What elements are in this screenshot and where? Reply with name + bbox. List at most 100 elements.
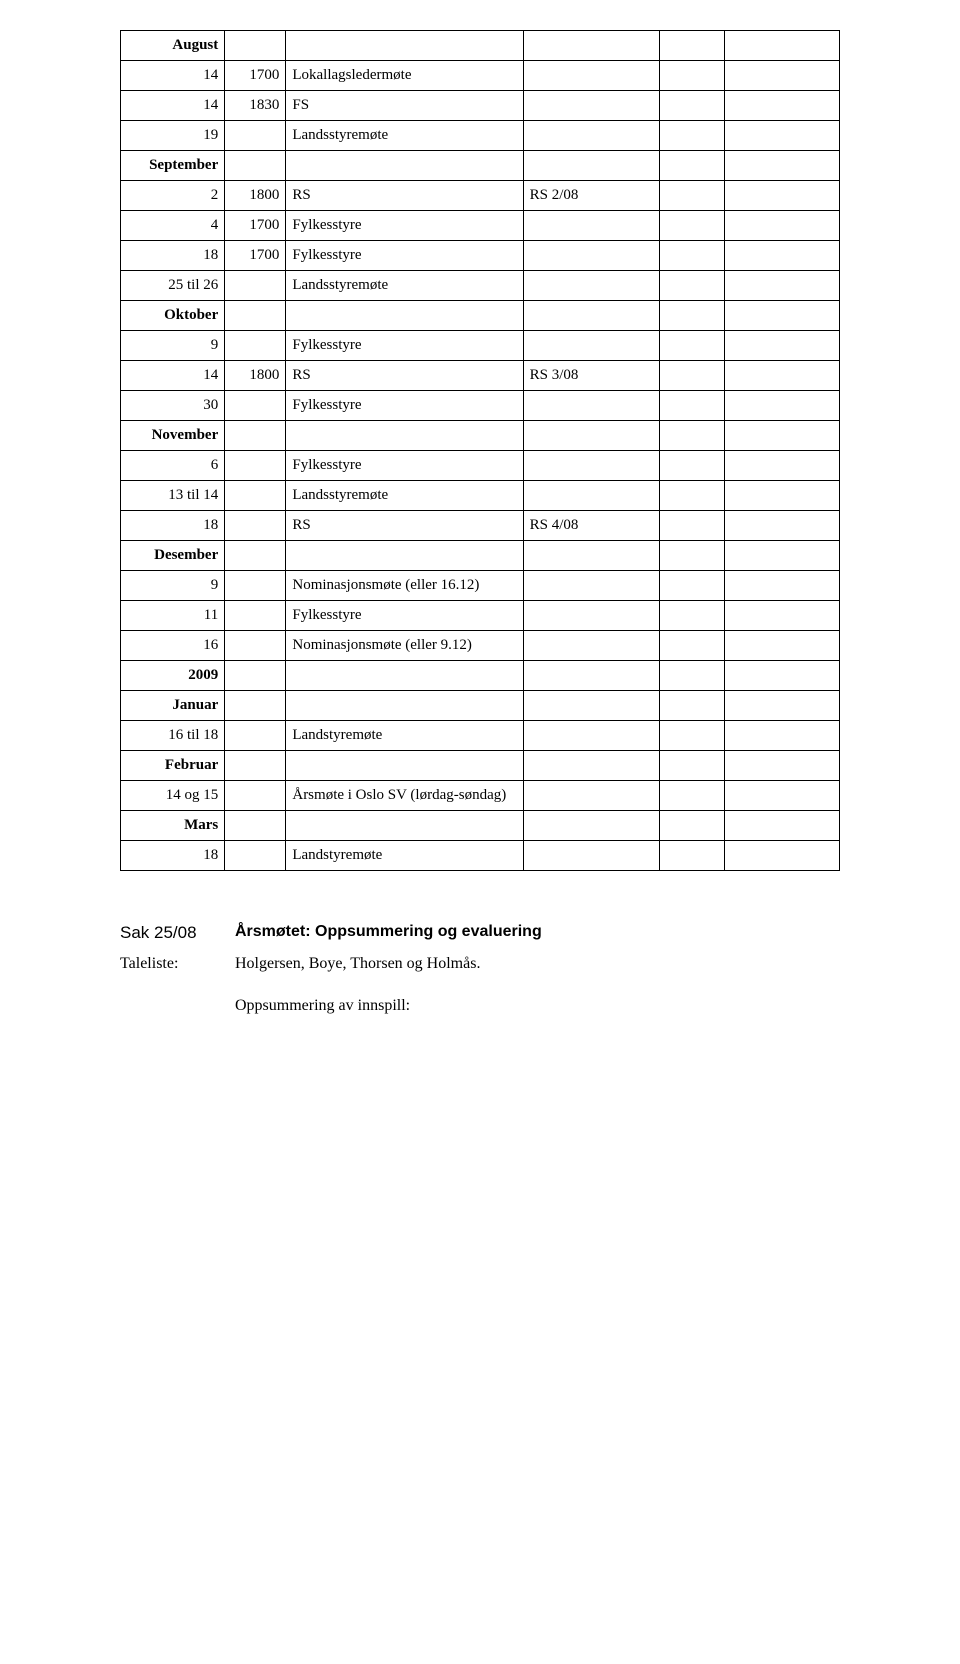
table-cell: [286, 301, 523, 331]
table-cell: Februar: [121, 751, 225, 781]
table-cell: RS 3/08: [523, 361, 660, 391]
table-cell: [523, 661, 660, 691]
table-cell: [225, 421, 286, 451]
table-row: 16Nominasjonsmøte (eller 9.12): [121, 631, 840, 661]
table-cell: [225, 721, 286, 751]
table-cell: [660, 511, 725, 541]
table-cell: [286, 541, 523, 571]
table-cell: 2009: [121, 661, 225, 691]
sak-title: Årsmøtet: Oppsummering og evaluering: [235, 921, 840, 945]
table-cell: [225, 751, 286, 781]
table-row: 141700Lokallagsledermøte: [121, 61, 840, 91]
table-row: 13 til 14Landsstyremøte: [121, 481, 840, 511]
table-cell: [660, 391, 725, 421]
table-cell: Oktober: [121, 301, 225, 331]
table-cell: Nominasjonsmøte (eller 9.12): [286, 631, 523, 661]
table-cell: [225, 661, 286, 691]
table-cell: Januar: [121, 691, 225, 721]
table-cell: [225, 541, 286, 571]
table-cell: [225, 151, 286, 181]
table-cell: [724, 121, 839, 151]
table-row: Oktober: [121, 301, 840, 331]
table-cell: [660, 571, 725, 601]
table-cell: Fylkesstyre: [286, 451, 523, 481]
table-cell: [660, 31, 725, 61]
table-cell: [660, 841, 725, 871]
table-cell: [724, 571, 839, 601]
table-row: 16 til 18Landstyremøte: [121, 721, 840, 751]
table-cell: 18: [121, 511, 225, 541]
table-cell: [523, 151, 660, 181]
table-cell: 1700: [225, 61, 286, 91]
table-row: 21800RSRS 2/08: [121, 181, 840, 211]
table-row: 30Fylkesstyre: [121, 391, 840, 421]
table-cell: [660, 211, 725, 241]
table-cell: RS: [286, 511, 523, 541]
table-cell: [724, 211, 839, 241]
table-cell: [660, 151, 725, 181]
table-cell: [724, 721, 839, 751]
table-cell: 14 og 15: [121, 781, 225, 811]
table-cell: Fylkesstyre: [286, 601, 523, 631]
spacer: [120, 995, 235, 1017]
table-cell: [523, 271, 660, 301]
table-cell: [724, 481, 839, 511]
table-cell: 14: [121, 91, 225, 121]
table-cell: [225, 631, 286, 661]
table-cell: Landsstyremøte: [286, 271, 523, 301]
table-cell: Årsmøte i Oslo SV (lørdag-søndag): [286, 781, 523, 811]
table-cell: FS: [286, 91, 523, 121]
table-cell: [523, 631, 660, 661]
table-cell: Landsstyremøte: [286, 481, 523, 511]
table-cell: [660, 91, 725, 121]
table-cell: Nominasjonsmøte (eller 16.12): [286, 571, 523, 601]
table-cell: [660, 451, 725, 481]
table-row: 18RSRS 4/08: [121, 511, 840, 541]
table-cell: [724, 31, 839, 61]
table-cell: 18: [121, 241, 225, 271]
table-cell: [523, 481, 660, 511]
table-cell: [225, 691, 286, 721]
table-cell: [225, 571, 286, 601]
table-row: Februar: [121, 751, 840, 781]
table-cell: [225, 601, 286, 631]
table-cell: [724, 451, 839, 481]
table-cell: [225, 31, 286, 61]
table-row: 11Fylkesstyre: [121, 601, 840, 631]
table-cell: Landstyremøte: [286, 721, 523, 751]
table-cell: [724, 91, 839, 121]
table-cell: [660, 631, 725, 661]
table-cell: [225, 271, 286, 301]
table-cell: 1830: [225, 91, 286, 121]
table-cell: [660, 781, 725, 811]
table-row: Desember: [121, 541, 840, 571]
table-cell: [225, 391, 286, 421]
table-cell: [724, 331, 839, 361]
sak-case-label: Sak 25/08: [120, 921, 235, 945]
table-cell: 9: [121, 331, 225, 361]
table-cell: [523, 721, 660, 751]
table-cell: 1700: [225, 241, 286, 271]
table-row: 19Landsstyremøte: [121, 121, 840, 151]
table-row: 181700Fylkesstyre: [121, 241, 840, 271]
table-cell: [660, 361, 725, 391]
table-cell: [523, 391, 660, 421]
footer-section: Sak 25/08 Årsmøtet: Oppsummering og eval…: [120, 921, 840, 1018]
table-cell: [523, 301, 660, 331]
table-cell: [660, 601, 725, 631]
table-cell: 1800: [225, 181, 286, 211]
table-cell: [660, 181, 725, 211]
table-cell: [523, 61, 660, 91]
table-cell: 1800: [225, 361, 286, 391]
table-cell: [660, 811, 725, 841]
table-cell: [523, 841, 660, 871]
table-cell: RS: [286, 361, 523, 391]
schedule-table: August141700Lokallagsledermøte141830FS19…: [120, 30, 840, 871]
table-cell: Mars: [121, 811, 225, 841]
table-cell: [660, 691, 725, 721]
table-cell: Fylkesstyre: [286, 211, 523, 241]
table-row: Januar: [121, 691, 840, 721]
table-cell: [225, 511, 286, 541]
table-cell: Fylkesstyre: [286, 241, 523, 271]
table-row: 14 og 15 Årsmøte i Oslo SV (lørdag-søndag…: [121, 781, 840, 811]
